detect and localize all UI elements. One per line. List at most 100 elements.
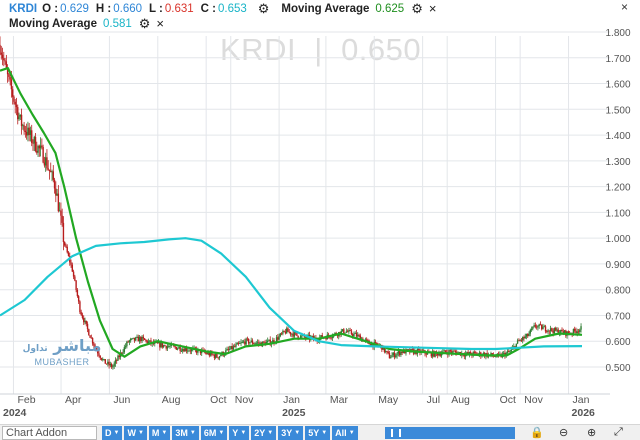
candle-body bbox=[117, 355, 119, 361]
chart-addon-dropdown[interactable]: Chart Addon bbox=[2, 426, 97, 440]
range-button-m[interactable]: M ▼ bbox=[148, 426, 171, 440]
candlestick bbox=[96, 347, 99, 357]
candle-body bbox=[157, 342, 160, 344]
candle-body bbox=[39, 145, 42, 149]
range-button-6m[interactable]: 6M ▼ bbox=[200, 426, 228, 440]
candlestick bbox=[348, 327, 350, 335]
candle-body bbox=[346, 331, 349, 333]
candlestick bbox=[3, 51, 5, 67]
candle-body bbox=[81, 314, 84, 318]
candle-body bbox=[61, 215, 63, 223]
candlestick bbox=[395, 353, 397, 359]
range-button-all[interactable]: All ▼ bbox=[332, 426, 358, 440]
candlestick bbox=[268, 339, 270, 342]
candle-body bbox=[543, 326, 545, 328]
candlestick bbox=[15, 97, 18, 116]
candlestick bbox=[13, 95, 15, 105]
candle-body bbox=[563, 330, 566, 334]
candle-body bbox=[532, 326, 534, 329]
candle-body bbox=[109, 363, 112, 366]
logo-arabic: مباشر تداول bbox=[22, 336, 102, 355]
price-chart[interactable]: 0.500 0.600 0.700 0.800 0.900 1.000 1.100 1.200… bbox=[0, 0, 640, 424]
candle-body bbox=[195, 349, 198, 353]
candlestick bbox=[440, 350, 443, 358]
candle-body bbox=[4, 60, 6, 62]
candle-body bbox=[113, 363, 115, 367]
range-label: 5Y bbox=[308, 428, 320, 438]
candle-body bbox=[515, 343, 518, 349]
range-button-w[interactable]: W ▼ bbox=[124, 426, 147, 440]
candle-body bbox=[74, 276, 76, 281]
candlestick bbox=[279, 332, 282, 338]
candlestick bbox=[135, 336, 137, 342]
range-button-2y[interactable]: 2Y ▼ bbox=[251, 426, 277, 440]
candlestick bbox=[37, 144, 39, 157]
candlestick bbox=[232, 344, 235, 351]
zoom-in-icon[interactable]: ⊕ bbox=[587, 427, 597, 439]
gear-icon[interactable]: ⚙ bbox=[411, 1, 423, 16]
candlestick bbox=[292, 330, 294, 340]
candle-body bbox=[538, 324, 540, 327]
gear-icon[interactable]: ⚙ bbox=[138, 16, 151, 31]
candlestick bbox=[8, 73, 10, 82]
candlestick bbox=[14, 99, 16, 114]
candlestick bbox=[128, 339, 131, 346]
candle-body bbox=[580, 326, 582, 330]
range-button-d[interactable]: D ▼ bbox=[102, 426, 123, 440]
candlestick bbox=[11, 86, 14, 105]
candle-body bbox=[156, 342, 159, 344]
candle-body bbox=[528, 333, 530, 337]
candlestick bbox=[132, 337, 134, 339]
range-button-y[interactable]: Y ▼ bbox=[229, 426, 250, 440]
candle-body bbox=[187, 350, 189, 352]
candle-body bbox=[561, 329, 563, 332]
candle-body bbox=[189, 350, 191, 352]
candlestick bbox=[239, 340, 241, 345]
candle-body bbox=[122, 352, 124, 354]
candle-body bbox=[227, 348, 230, 350]
candlestick bbox=[388, 350, 391, 359]
candle-body bbox=[32, 142, 34, 144]
close-icon[interactable]: × bbox=[428, 1, 437, 16]
candle-body bbox=[299, 335, 302, 339]
candlestick bbox=[129, 337, 132, 343]
candlestick bbox=[390, 355, 392, 359]
gear-icon[interactable]: ⚙ bbox=[257, 1, 270, 16]
scroller-grip[interactable] bbox=[391, 429, 401, 437]
zoom-out-icon[interactable]: ⊖ bbox=[559, 427, 569, 439]
candlestick bbox=[5, 54, 8, 69]
candle-body bbox=[388, 353, 391, 359]
range-button-3y[interactable]: 3Y ▼ bbox=[278, 426, 304, 440]
candle-body bbox=[131, 338, 133, 340]
expand-icon[interactable]: ⤢ bbox=[614, 426, 623, 438]
candle-body bbox=[217, 357, 219, 359]
candle-body bbox=[161, 343, 164, 348]
close-icon[interactable]: × bbox=[620, 0, 628, 14]
candlestick bbox=[244, 338, 246, 347]
timeline-scroller[interactable] bbox=[385, 427, 515, 439]
close-icon[interactable]: × bbox=[156, 16, 165, 31]
candle-body bbox=[96, 350, 99, 354]
candlestick bbox=[246, 336, 249, 342]
candlestick bbox=[478, 350, 481, 358]
candlestick bbox=[217, 357, 219, 360]
candlestick bbox=[107, 359, 109, 367]
x-tick-label: Oct bbox=[500, 394, 516, 406]
candle-body bbox=[259, 342, 261, 344]
candle-body bbox=[225, 350, 227, 355]
symbol-label[interactable]: KRDI bbox=[9, 2, 38, 15]
candlestick bbox=[91, 337, 94, 346]
lock-icon[interactable]: 🔒 bbox=[530, 427, 544, 439]
candlestick bbox=[240, 339, 242, 347]
candlestick bbox=[27, 121, 29, 142]
candlestick bbox=[72, 269, 75, 280]
range-button-5y[interactable]: 5Y ▼ bbox=[305, 426, 331, 440]
candle-body bbox=[145, 339, 147, 341]
candle-body bbox=[353, 333, 355, 337]
range-button-3m[interactable]: 3M ▼ bbox=[172, 426, 199, 440]
candle-body bbox=[15, 104, 18, 108]
candle-body bbox=[175, 347, 178, 350]
candlestick bbox=[105, 363, 108, 365]
x-tick-label: Feb bbox=[17, 394, 35, 406]
candle-body bbox=[367, 339, 369, 341]
